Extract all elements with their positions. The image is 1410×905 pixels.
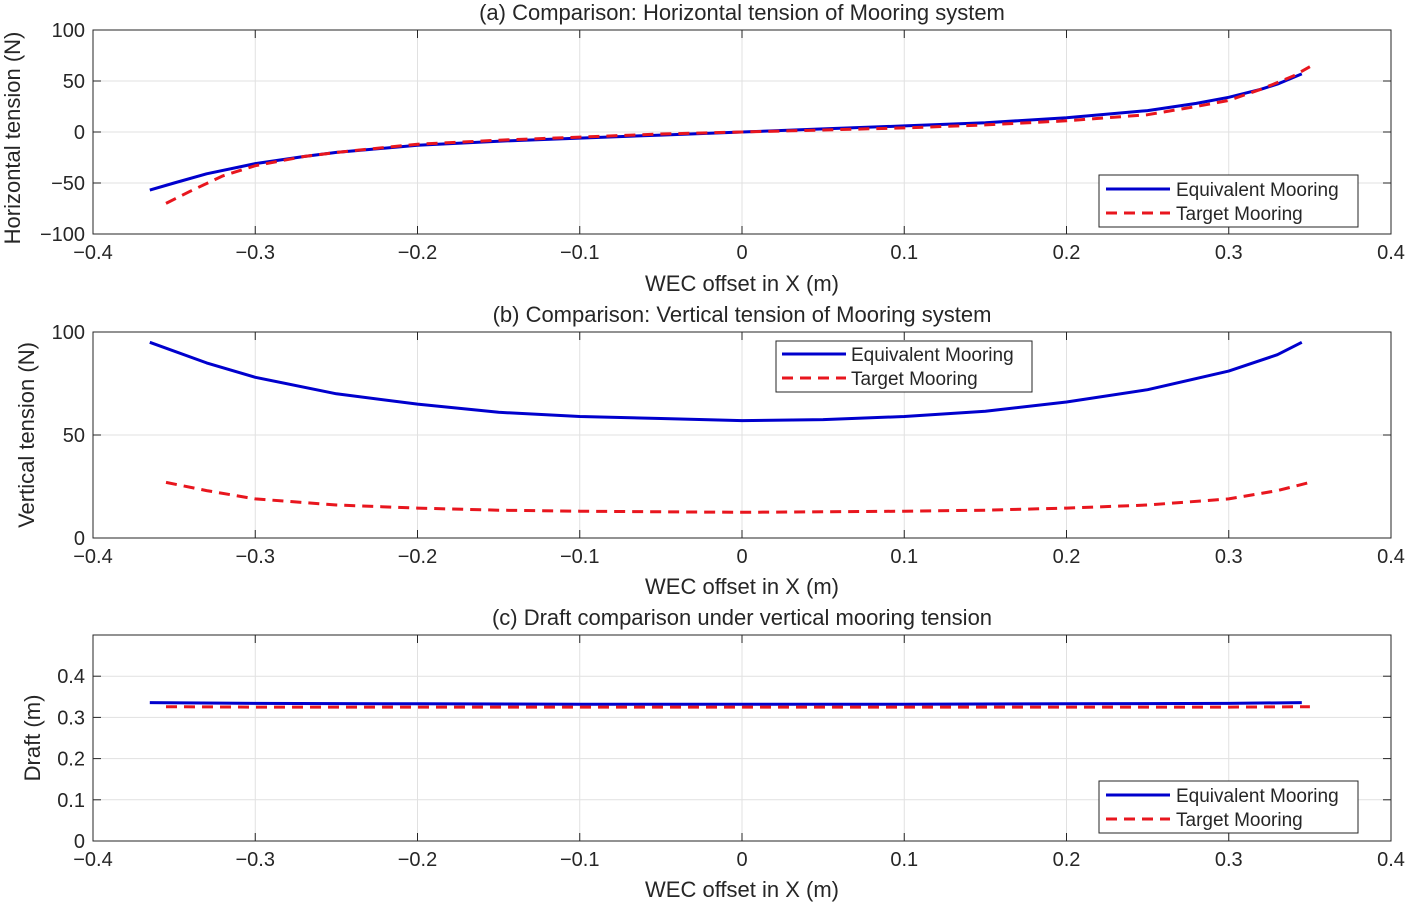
legend-label-equivalent-a: Equivalent Mooring (1176, 180, 1339, 201)
y-tick-label-b-2: 100 (52, 322, 85, 344)
x-tick-label-c-0: −0.4 (73, 849, 112, 871)
legend-label-target-b: Target Mooring (851, 369, 978, 390)
y-tick-label-a-0: −100 (40, 224, 85, 246)
x-tick-label-c-3: −0.1 (560, 849, 599, 871)
y-tick-label-c-3: 0.3 (57, 707, 85, 729)
chart-title-b: (b) Comparison: Vertical tension of Moor… (493, 302, 992, 327)
x-tick-label-b-6: 0.2 (1053, 546, 1081, 568)
panel-b: −0.4 −0.3 −0.2 −0.1 0 0.1 0.2 0.3 0.4 0 50 100 (b) … (14, 302, 1405, 599)
y-axis-label-a: Horizontal tension (N) (0, 32, 25, 245)
x-tick-label-a-2: −0.2 (398, 242, 437, 264)
chart-title-c: (c) Draft comparison under vertical moor… (492, 605, 992, 630)
x-tick-label-c-8: 0.4 (1377, 849, 1405, 871)
legend-label-target-a: Target Mooring (1176, 204, 1303, 225)
x-tick-label-c-6: 0.2 (1053, 849, 1081, 871)
x-tick-label-c-7: 0.3 (1215, 849, 1243, 871)
y-tick-label-c-2: 0.2 (57, 749, 85, 771)
x-tick-label-c-4: 0 (736, 849, 747, 871)
series-c (149, 701, 1310, 709)
axes-b: −0.4 −0.3 −0.2 −0.1 0 0.1 0.2 0.3 0.4 0 50 100 (52, 322, 1405, 568)
y-axis-label-b: Vertical tension (N) (14, 342, 39, 528)
y-tick-label-a-1: −50 (51, 173, 85, 195)
legend-label-equivalent-b: Equivalent Mooring (851, 345, 1014, 366)
x-tick-label-b-2: −0.2 (398, 546, 437, 568)
x-tick-label-a-8: 0.4 (1377, 242, 1405, 264)
x-axis-label-b: WEC offset in X (m) (645, 574, 839, 599)
x-tick-label-b-4: 0 (736, 546, 747, 568)
x-tick-label-b-3: −0.1 (560, 546, 599, 568)
series-line-equivalent-b (149, 340, 1303, 423)
y-tick-label-c-1: 0.1 (57, 790, 85, 812)
legend-b: Equivalent Mooring Target Mooring (775, 340, 1033, 393)
x-tick-label-b-8: 0.4 (1377, 546, 1405, 568)
x-tick-label-a-0: −0.4 (73, 242, 112, 264)
panel-a: −0.4 −0.3 −0.2 −0.1 0 0.1 0.2 0.3 0.4 −100 −50 0 50 1… (0, 0, 1405, 296)
x-tick-label-b-1: −0.3 (236, 546, 275, 568)
y-tick-label-c-4: 0.4 (57, 666, 85, 688)
legend-box-a (1098, 174, 1359, 228)
y-tick-label-c-0: 0 (74, 831, 85, 853)
series-a (149, 65, 1311, 205)
x-tick-label-a-5: 0.1 (890, 242, 918, 264)
legend-box-b (775, 340, 1033, 393)
legend-c: Equivalent Mooring Target Mooring (1098, 780, 1359, 834)
series-line-equivalent-c (149, 701, 1302, 706)
x-axis-label-a: WEC offset in X (m) (645, 271, 839, 296)
x-tick-label-c-2: −0.2 (398, 849, 437, 871)
axes-c: −0.4 −0.3 −0.2 −0.1 0 0.1 0.2 0.3 0.4 0 0.1 0.2 0.3 0… (57, 634, 1405, 871)
panel-c: −0.4 −0.3 −0.2 −0.1 0 0.1 0.2 0.3 0.4 0 0.1 0.2 0.3 0… (20, 605, 1405, 902)
x-tick-label-b-5: 0.1 (890, 546, 918, 568)
legend-box-c (1098, 780, 1359, 834)
legend-a: Equivalent Mooring Target Mooring (1098, 174, 1359, 228)
y-tick-label-a-4: 100 (52, 20, 85, 42)
axes-a: −0.4 −0.3 −0.2 −0.1 0 0.1 0.2 0.3 0.4 −100 −50 0 50 1… (40, 20, 1405, 264)
y-tick-label-b-0: 0 (74, 528, 85, 550)
x-axis-label-c: WEC offset in X (m) (645, 877, 839, 902)
y-axis-label-c: Draft (m) (20, 695, 45, 782)
x-tick-label-c-5: 0.1 (890, 849, 918, 871)
chart-title-a: (a) Comparison: Horizontal tension of Mo… (479, 0, 1005, 25)
x-tick-label-a-7: 0.3 (1215, 242, 1243, 264)
grid-c (93, 635, 1391, 841)
x-tick-label-c-1: −0.3 (236, 849, 275, 871)
x-tick-label-a-1: −0.3 (236, 242, 275, 264)
legend-label-target-c: Target Mooring (1176, 810, 1303, 831)
series-line-target-b (165, 480, 1311, 514)
x-tick-label-b-7: 0.3 (1215, 546, 1243, 568)
series-b (149, 340, 1311, 514)
x-tick-label-a-4: 0 (736, 242, 747, 264)
x-tick-label-a-6: 0.2 (1053, 242, 1081, 264)
y-tick-label-a-2: 0 (74, 122, 85, 144)
y-tick-label-a-3: 50 (63, 71, 85, 93)
y-tick-label-b-1: 50 (63, 425, 85, 447)
legend-label-equivalent-c: Equivalent Mooring (1176, 786, 1339, 807)
series-line-target-a (165, 65, 1311, 205)
x-tick-label-a-3: −0.1 (560, 242, 599, 264)
x-tick-label-b-0: −0.4 (73, 546, 112, 568)
